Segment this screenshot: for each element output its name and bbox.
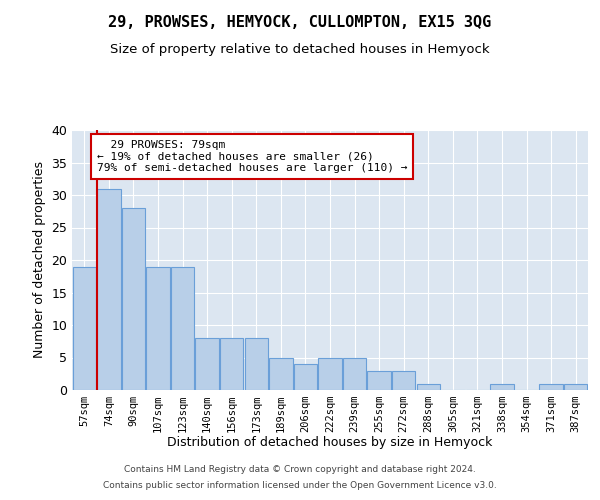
Bar [416, 384, 440, 390]
Bar [319, 358, 341, 390]
Bar [97, 188, 121, 390]
Text: Distribution of detached houses by size in Hemyock: Distribution of detached houses by size … [167, 436, 493, 449]
Bar [392, 370, 415, 390]
Bar [343, 358, 366, 390]
Text: Size of property relative to detached houses in Hemyock: Size of property relative to detached ho… [110, 42, 490, 56]
Bar [269, 358, 293, 390]
Text: Contains HM Land Registry data © Crown copyright and database right 2024.: Contains HM Land Registry data © Crown c… [124, 466, 476, 474]
Bar [220, 338, 244, 390]
Bar [490, 384, 514, 390]
Bar [294, 364, 317, 390]
Text: Contains public sector information licensed under the Open Government Licence v3: Contains public sector information licen… [103, 480, 497, 490]
Bar [73, 266, 96, 390]
Bar [539, 384, 563, 390]
Bar [122, 208, 145, 390]
Y-axis label: Number of detached properties: Number of detached properties [33, 162, 46, 358]
Bar [196, 338, 219, 390]
Text: 29, PROWSES, HEMYOCK, CULLOMPTON, EX15 3QG: 29, PROWSES, HEMYOCK, CULLOMPTON, EX15 3… [109, 15, 491, 30]
Bar [367, 370, 391, 390]
Bar [171, 266, 194, 390]
Bar [146, 266, 170, 390]
Bar [245, 338, 268, 390]
Bar [564, 384, 587, 390]
Text: 29 PROWSES: 79sqm
← 19% of detached houses are smaller (26)
79% of semi-detached: 29 PROWSES: 79sqm ← 19% of detached hous… [97, 140, 407, 173]
